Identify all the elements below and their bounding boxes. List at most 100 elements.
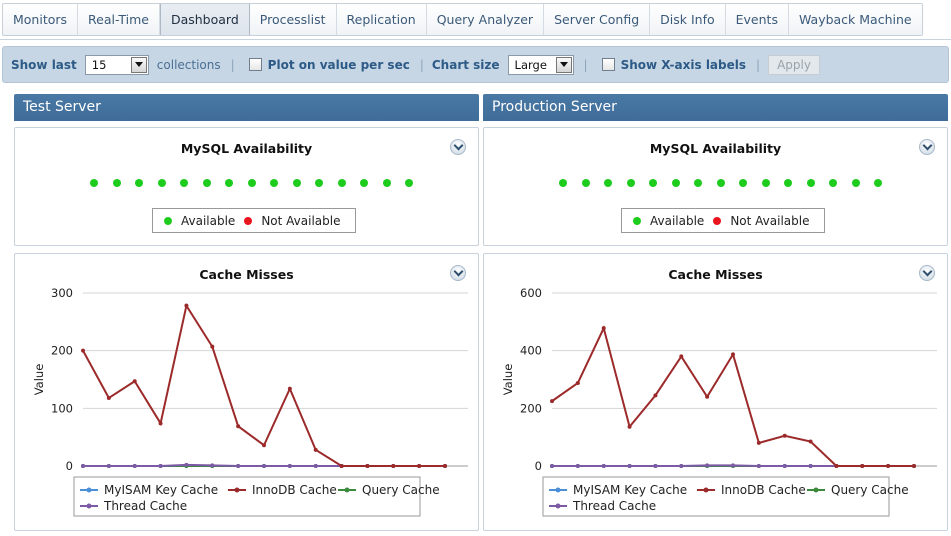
series-line xyxy=(82,303,445,467)
data-point xyxy=(601,464,606,468)
plot-per-sec-label[interactable]: Plot on value per sec xyxy=(267,57,410,72)
data-point xyxy=(886,464,891,468)
legend-marker xyxy=(555,503,561,509)
green-dot-icon xyxy=(164,216,172,225)
data-point xyxy=(627,464,632,468)
availability-dot-available xyxy=(755,178,778,188)
data-point xyxy=(287,464,292,468)
legend-item-not-available: Not Available xyxy=(713,214,809,228)
data-point xyxy=(339,464,344,468)
legend-label: Available xyxy=(650,213,705,228)
chart-legend xyxy=(73,476,421,517)
red-dot-icon xyxy=(713,216,722,225)
legend-marker xyxy=(703,487,709,493)
data-point xyxy=(236,464,241,468)
cache-misses-panel: Cache Misses 0 100 200 300 Value MyISAM Key C… xyxy=(14,253,479,531)
panel-title: MySQL Availability xyxy=(649,141,782,156)
chart-legend xyxy=(542,476,890,517)
availability-dot-available xyxy=(128,178,151,188)
tab-query-analyzer[interactable]: Query Analyzer xyxy=(427,4,545,35)
availability-dot-available xyxy=(620,178,643,188)
xaxis-labels-checkbox[interactable] xyxy=(601,58,615,71)
plot-per-sec-checkbox[interactable] xyxy=(248,58,262,71)
data-point xyxy=(210,344,215,349)
availability-dot-available xyxy=(83,178,106,188)
availability-dots xyxy=(552,178,890,188)
availability-dot-available xyxy=(642,178,665,188)
apply-button[interactable]: Apply xyxy=(768,54,820,75)
availability-dot-available xyxy=(398,178,421,188)
availability-dot-available xyxy=(106,178,129,188)
tab-replication[interactable]: Replication xyxy=(337,4,427,35)
data-point xyxy=(184,462,189,467)
availability-dot-available xyxy=(151,178,174,188)
collapse-chevron-icon[interactable] xyxy=(919,139,935,155)
collapse-chevron-icon[interactable] xyxy=(450,265,466,281)
y-tick-label: 0 xyxy=(66,459,73,473)
availability-dot-available xyxy=(822,178,845,188)
availability-dot-available xyxy=(845,178,868,188)
legend-label[interactable]: InnoDB Cache xyxy=(721,483,806,497)
data-point xyxy=(365,464,370,468)
tab-disk-info[interactable]: Disk Info xyxy=(650,4,726,35)
collapse-chevron-icon[interactable] xyxy=(450,139,466,155)
collapse-chevron-icon[interactable] xyxy=(919,265,935,281)
legend-label[interactable]: MyISAM Key Cache xyxy=(573,483,687,497)
data-point xyxy=(106,464,111,468)
data-point xyxy=(782,433,787,438)
chevron-down-icon[interactable] xyxy=(130,56,147,73)
data-point xyxy=(313,464,318,468)
availability-dot-available xyxy=(173,178,196,188)
legend-label[interactable]: Query Cache xyxy=(831,483,909,497)
tab-processlist[interactable]: Processlist xyxy=(250,4,337,35)
legend-marker xyxy=(555,487,561,493)
data-point xyxy=(132,464,137,468)
availability-dot-available xyxy=(218,178,241,188)
legend-label[interactable]: Query Cache xyxy=(362,483,440,497)
legend-item-available: Available xyxy=(164,214,235,228)
legend-label: Not Available xyxy=(730,213,810,228)
data-point xyxy=(782,464,787,468)
toolbar-separator: | xyxy=(230,57,235,72)
tab-wayback-machine[interactable]: Wayback Machine xyxy=(798,12,912,27)
data-point xyxy=(705,463,710,468)
cache-misses-chart: 0 100 200 300 Value MyISAM Key Cache InnoDB Ca… xyxy=(32,286,468,517)
availability-dot-available xyxy=(331,178,354,188)
legend-item-available: Available xyxy=(633,214,704,228)
legend-label[interactable]: MyISAM Key Cache xyxy=(104,483,218,497)
data-point xyxy=(653,393,658,398)
collections-text: collections xyxy=(156,57,221,72)
availability-dot-available xyxy=(687,178,710,188)
availability-panel: MySQL Availability Available Not Availab… xyxy=(14,127,479,246)
server-header: Test Server xyxy=(14,94,479,121)
legend-label[interactable]: Thread Cache xyxy=(103,499,187,513)
cache-misses-chart: 0 200 400 600 Value MyISAM Key Cache InnoDB Ca… xyxy=(501,286,937,517)
chevron-down-icon[interactable] xyxy=(555,56,572,73)
legend-marker xyxy=(86,487,92,493)
availability-dot-available xyxy=(732,178,755,188)
y-tick-label: 200 xyxy=(51,344,73,358)
data-point xyxy=(731,352,735,357)
data-point xyxy=(81,348,85,353)
server-header: Production Server xyxy=(483,94,948,121)
tab-server-config[interactable]: Server Config xyxy=(544,4,651,35)
legend-marker xyxy=(86,503,92,509)
cache-misses-panel: Cache Misses 0 200 400 600 Value MyISAM Key C… xyxy=(483,253,948,531)
chart-size-select[interactable]: Large xyxy=(507,54,574,75)
tab-monitors[interactable]: Monitors xyxy=(3,4,79,35)
show-last-select[interactable]: 15 xyxy=(84,54,149,75)
data-point xyxy=(679,354,684,359)
legend-item-not-available: Not Available xyxy=(244,214,340,228)
data-point xyxy=(313,447,318,452)
legend-label[interactable]: Thread Cache xyxy=(572,499,656,513)
green-dot-icon xyxy=(633,216,641,225)
xaxis-labels-label[interactable]: Show X-axis labels xyxy=(620,57,747,72)
toolbar-separator: | xyxy=(756,57,761,72)
tab-events[interactable]: Events xyxy=(726,4,789,35)
tab-real-time[interactable]: Real-Time xyxy=(78,4,160,35)
toolbar-separator: | xyxy=(583,57,588,72)
tab-dashboard[interactable]: Dashboard xyxy=(159,4,250,35)
y-tick-label: 0 xyxy=(535,459,542,473)
red-dot-icon xyxy=(244,216,253,225)
legend-label[interactable]: InnoDB Cache xyxy=(252,483,337,497)
